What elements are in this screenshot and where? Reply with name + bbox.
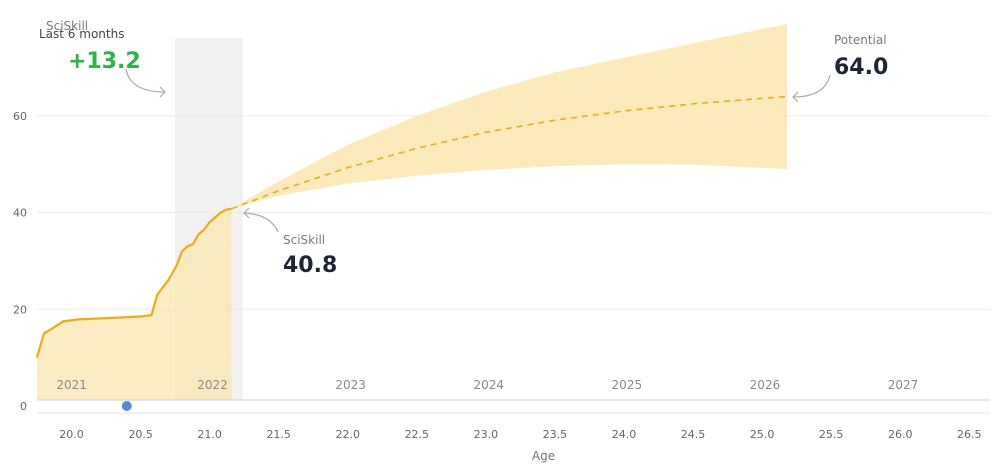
last-six-months-label: Last 6 months [39, 27, 125, 41]
projection-line [231, 95, 788, 210]
chart-title: SciSkill [46, 19, 89, 33]
potential-label: Potential [834, 33, 887, 47]
y-tick-0: 0 [20, 400, 27, 413]
last-six-months-arrow-head [159, 86, 166, 98]
y-tick-20: 20 [13, 303, 27, 316]
x-tick-24.0: 24.0 [612, 428, 637, 441]
y-tick-60: 60 [13, 110, 27, 123]
y-tick-40: 40 [13, 207, 27, 220]
x-tick-26.0: 26.0 [888, 428, 913, 441]
year-label-2022: 2022 [197, 378, 228, 392]
x-tick-22.0: 22.0 [336, 428, 361, 441]
current-sciskill-label: SciSkill [283, 233, 326, 247]
current-sciskill-arrow [243, 212, 279, 233]
potential-value: 64.0 [834, 55, 889, 80]
sciskill-area [37, 208, 232, 400]
sciskill-line [35, 207, 232, 358]
potential-arrow [792, 74, 831, 98]
year-label-2026: 2026 [750, 378, 781, 392]
current-sciskill-value: 40.8 [283, 253, 338, 278]
x-tick-20.0: 20.0 [59, 428, 84, 441]
x-tick-24.5: 24.5 [681, 428, 706, 441]
last-six-months-value: +13.2 [68, 49, 141, 74]
x-axis-label: Age [532, 449, 555, 463]
x-tick-20.5: 20.5 [128, 428, 153, 441]
x-tick-23.5: 23.5 [543, 428, 568, 441]
current-sciskill-arrow-head [243, 207, 250, 219]
year-label-2024: 2024 [473, 378, 504, 392]
year-label-2021: 2021 [56, 378, 87, 392]
x-tick-26.5: 26.5 [957, 428, 982, 441]
projection-band [231, 24, 787, 209]
x-tick-21.5: 21.5 [266, 428, 291, 441]
x-tick-22.5: 22.5 [405, 428, 430, 441]
last-six-months-arrow [125, 68, 166, 93]
marker-dot-0 [121, 401, 132, 411]
x-tick-25.0: 25.0 [750, 428, 775, 441]
year-label-2025: 2025 [612, 378, 643, 392]
year-label-2023: 2023 [335, 378, 366, 392]
x-tick-25.5: 25.5 [819, 428, 844, 441]
year-label-2027: 2027 [888, 378, 919, 392]
potential-arrow-head [792, 91, 799, 103]
x-tick-21.0: 21.0 [197, 428, 222, 441]
x-tick-23.0: 23.0 [474, 428, 499, 441]
